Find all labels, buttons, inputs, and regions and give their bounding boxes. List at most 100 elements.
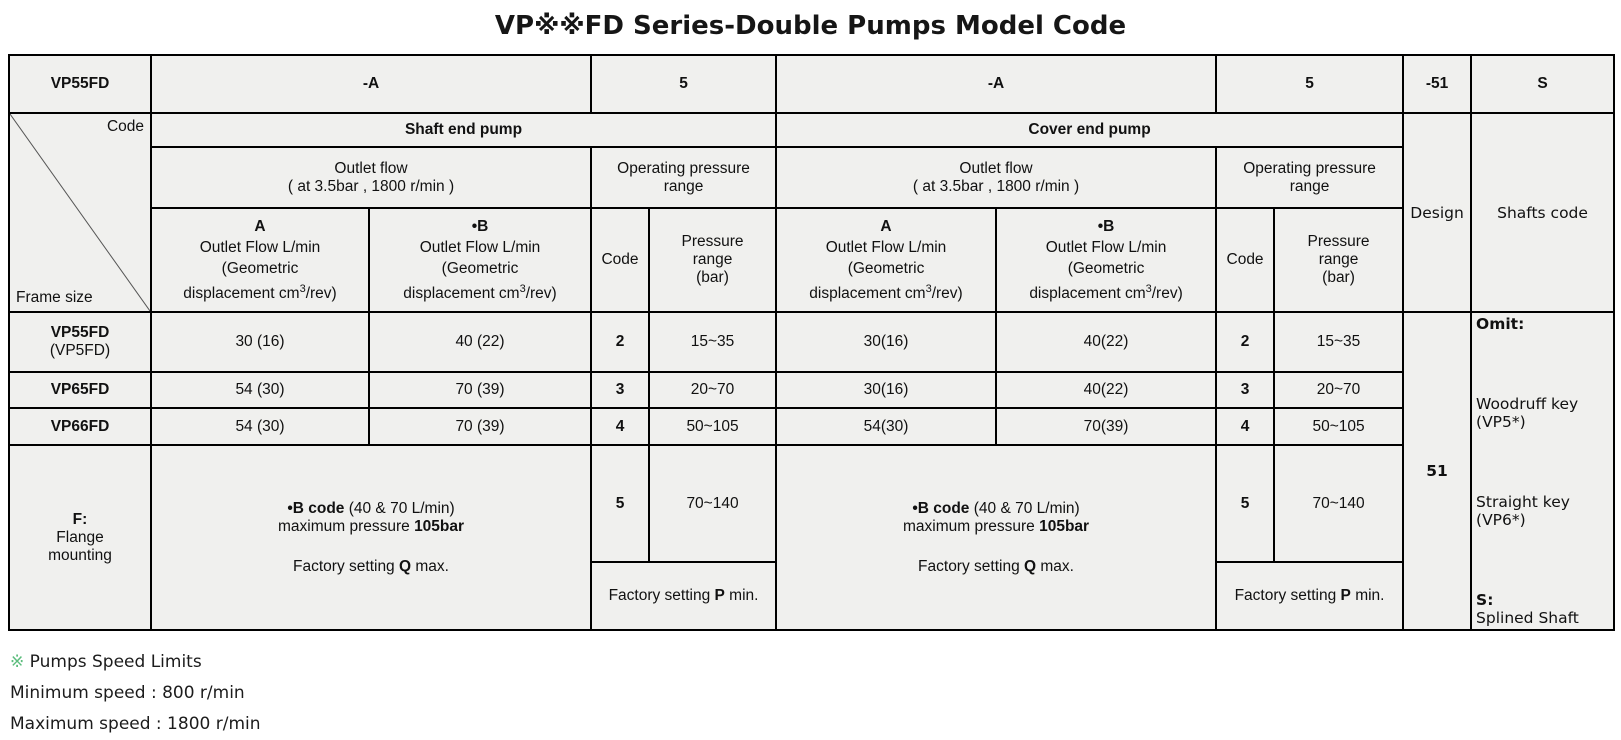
shaft-end-pump-header: Shaft end pump [149, 112, 778, 148]
shaft-operating-pressure-header: Operating pressure range [590, 146, 778, 209]
shaft-bcode-note-cell: •B code (40 & 70 L/min) maximum pressure… [149, 444, 593, 631]
flow-line3: displacement cm3/rev) [403, 282, 557, 303]
model-code-table: VP55FD -A 5 -A 5 -51 S Code Frame size S… [8, 54, 1616, 631]
shaft-b-code-label: •B [471, 217, 489, 235]
table-row-bcode: F: Flange mounting •B code (40 & 70 L/mi… [8, 444, 1614, 631]
bcode-note: •B code (40 & 70 L/min) maximum pressure… [277, 499, 465, 535]
cover-pressure-value-5: 70~140 [1273, 444, 1405, 563]
model-code-cover-variant: -A [775, 54, 1218, 114]
cover-code-value-5: 5 [1215, 444, 1276, 563]
cover-code-value: 4 [1215, 407, 1276, 446]
frame-size-vp55fd: VP55FD (VP5FD) [8, 311, 152, 373]
cover-b-code-label: •B [1097, 217, 1115, 235]
cover-b-value: 40(22) [995, 371, 1218, 409]
column-header-row: A Outlet Flow L/min (Geometric displacem… [9, 207, 1614, 313]
shaft-factory-setting-p-cell: Factory setting P min. [590, 561, 778, 631]
corner-frame-size-label: Frame size [16, 289, 93, 306]
cover-a-code-label: A [880, 217, 892, 235]
shaft-a-value: 54 (30) [150, 407, 370, 446]
frame-size-vp65fd: VP65FD [8, 371, 152, 409]
shaft-b-value: 70 (39) [367, 407, 593, 446]
flow-line3: displacement cm3/rev) [809, 282, 963, 303]
cover-outlet-flow-header: Outlet flow ( at 3.5bar , 1800 r/min ) [775, 146, 1218, 209]
table-row-vp55fd: VP55FD (VP5FD) 30 (16) 40 (22) 2 15~35 3… [8, 311, 1616, 631]
shaft-a-flow-header: A Outlet Flow L/min (Geometric displacem… [150, 207, 370, 313]
shaft-code-value-5: 5 [590, 444, 651, 563]
shaft-outlet-flow-header: Outlet flow ( at 3.5bar , 1800 r/min ) [149, 146, 593, 209]
shaft-code-value: 2 [590, 311, 651, 373]
model-code-row: VP55FD -A 5 -A 5 -51 S [8, 54, 1616, 114]
cover-bcode-note-cell: •B code (40 & 70 L/min) maximum pressure… [775, 444, 1218, 631]
model-code-cover-pressure: 5 [1215, 54, 1405, 114]
mounting-cell: F: Flange mounting [8, 444, 152, 631]
shaft-b-value: 40 (22) [367, 311, 593, 373]
design-column-header: Design [1402, 112, 1473, 313]
flow-line1: Outlet Flow L/min [419, 238, 541, 256]
shafts-option-woodruff: Woodruff key (VP5*) [1476, 395, 1579, 431]
cover-code-value: 3 [1215, 371, 1276, 409]
frame-size-vp66fd: VP66FD [8, 407, 152, 446]
shafts-option-splined: S: Splined Shaft [1476, 591, 1579, 627]
group-header-row: Outlet flow ( at 3.5bar , 1800 r/min ) O… [9, 146, 1614, 209]
shaft-a-value: 54 (30) [150, 371, 370, 409]
corner-cell: Code Frame size [8, 112, 152, 313]
flow-line3: displacement cm3/rev) [183, 282, 337, 303]
corner-code-label: Code [106, 118, 144, 135]
table-row-vp66fd: VP66FD 54 (30) 70 (39) 4 50~105 54(30) 7… [8, 407, 1614, 446]
shafts-code-options: Omit: Woodruff key (VP5*) Straight key (… [1470, 311, 1616, 631]
shaft-pressure-range-header: Pressure range (bar) [648, 207, 778, 313]
model-code-shafts: S [1470, 54, 1616, 114]
section-header-row: Code Frame size Shaft end pump Cover end… [8, 112, 1616, 313]
cover-pressure-range-header: Pressure range (bar) [1273, 207, 1405, 313]
table-row-factory-setting: Factory setting P min. Factory setting P… [9, 561, 1614, 631]
flow-line2: (Geometric [441, 259, 519, 277]
shaft-pressure-value: 50~105 [648, 407, 778, 446]
model-code-design: -51 [1402, 54, 1473, 114]
shaft-b-value: 70 (39) [367, 371, 593, 409]
page-title: VP※※FD Series-Double Pumps Model Code [494, 11, 1127, 41]
flow-line3: displacement cm3/rev) [1029, 282, 1183, 303]
model-code-table-wrap: VP55FD -A 5 -A 5 -51 S Code Frame size S… [8, 54, 1616, 631]
cover-pressure-value: 50~105 [1273, 407, 1405, 446]
cover-code-value: 2 [1215, 311, 1276, 373]
flow-line2: (Geometric [1067, 259, 1145, 277]
table-row-vp65fd: VP65FD 54 (30) 70 (39) 3 20~70 30(16) 40… [8, 371, 1614, 409]
reference-mark: ※ [10, 652, 25, 672]
cover-a-value: 54(30) [775, 407, 998, 446]
cover-a-value: 30(16) [775, 371, 998, 409]
cover-end-pump-header: Cover end pump [775, 112, 1405, 148]
model-code-shaft-variant: -A [149, 54, 593, 114]
shaft-b-flow-header: •B Outlet Flow L/min (Geometric displace… [367, 207, 593, 313]
cover-b-flow-header: •B Outlet Flow L/min (Geometric displace… [995, 207, 1218, 313]
design-value: 51 [1402, 311, 1473, 631]
diagonal-line [10, 114, 150, 311]
cover-pressure-value: 15~35 [1273, 311, 1405, 373]
cover-pressure-value: 20~70 [1273, 371, 1405, 409]
shaft-code-value: 4 [590, 407, 651, 446]
cover-factory-setting-p-cell: Factory setting P min. [1215, 561, 1405, 631]
cover-b-value: 70(39) [995, 407, 1218, 446]
factory-setting-q-note: Factory setting Q max. [918, 557, 1074, 575]
shaft-code-value: 3 [590, 371, 651, 409]
cover-a-value: 30(16) [775, 311, 998, 373]
minimum-speed-note: Minimum speed : 800 r/min [10, 683, 245, 703]
flow-line2: (Geometric [847, 259, 925, 277]
shaft-pressure-value: 20~70 [648, 371, 778, 409]
maximum-speed-note: Maximum speed : 1800 r/min [10, 714, 261, 734]
cover-a-flow-header: A Outlet Flow L/min (Geometric displacem… [775, 207, 998, 313]
shaft-pressure-value: 15~35 [648, 311, 778, 373]
flow-line2: (Geometric [221, 259, 299, 277]
shaft-code-header: Code [590, 207, 651, 313]
shaft-pressure-value-5: 70~140 [648, 444, 778, 563]
flow-line1: Outlet Flow L/min [199, 238, 321, 256]
cover-operating-pressure-header: Operating pressure range [1215, 146, 1405, 209]
cover-b-value: 40(22) [995, 311, 1218, 373]
model-code-frame: VP55FD [8, 54, 152, 114]
notes-heading: ※ Pumps Speed Limits [10, 652, 202, 672]
flow-line1: Outlet Flow L/min [1045, 238, 1167, 256]
cover-code-header: Code [1215, 207, 1276, 313]
shaft-a-code-label: A [254, 217, 266, 235]
pump-speed-limits-notes: ※ Pumps Speed Limits Minimum speed : 800… [10, 647, 1621, 740]
shafts-code-column-header: Shafts code [1470, 112, 1616, 313]
shaft-a-value: 30 (16) [150, 311, 370, 373]
